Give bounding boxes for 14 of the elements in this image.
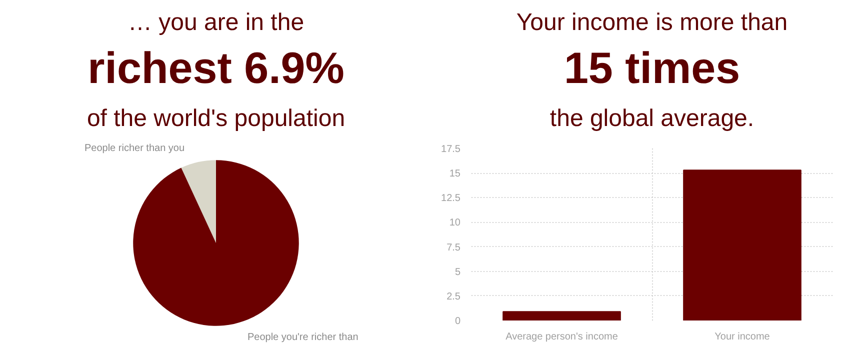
y-tick-label: 12.5 [441,193,461,204]
y-tick-label: 7.5 [446,242,461,254]
x-tick-label: Your income [714,332,770,342]
slice-label: People richer than you [84,143,185,154]
y-tick-label: 15 [449,168,461,180]
y-tick-label: 5 [454,266,461,278]
chart-title: … you are in the richest 6.9% of the world's population [86,9,346,132]
slice-label: People you're richer than [247,332,358,343]
y-tick-label: 17.5 [441,144,461,155]
chart-title: Your income is more than 15 times the global average. [516,9,788,132]
y-tick-label: 2.5 [446,291,461,302]
x-tick-label: Average person's income [506,332,618,342]
y-tick-label: 10 [449,218,461,229]
y-tick-label: 0 [454,316,461,327]
